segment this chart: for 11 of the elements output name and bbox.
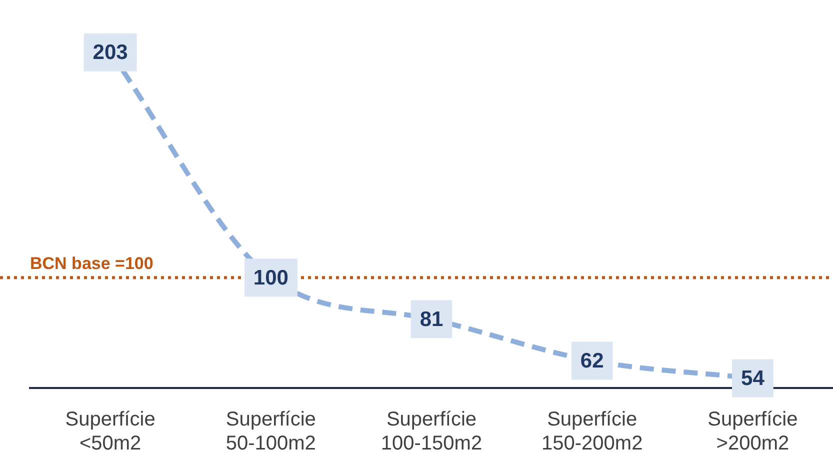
x-tick-label: Superfície 150-200m2 bbox=[542, 408, 643, 455]
data-label: 203 bbox=[92, 41, 128, 64]
x-tick-label: Superfície 100-150m2 bbox=[380, 408, 482, 455]
ref-line-label: BCN base =100 bbox=[30, 254, 154, 273]
x-tick-label: Superfície <50m2 bbox=[65, 408, 156, 455]
data-label: 100 bbox=[253, 266, 288, 290]
data-label: 81 bbox=[420, 308, 444, 331]
x-tick-label: Superfície 50-100m2 bbox=[226, 408, 316, 455]
data-label: 62 bbox=[580, 350, 604, 373]
x-tick-label: Superfície >200m2 bbox=[708, 408, 798, 455]
data-label: 54 bbox=[741, 367, 765, 390]
